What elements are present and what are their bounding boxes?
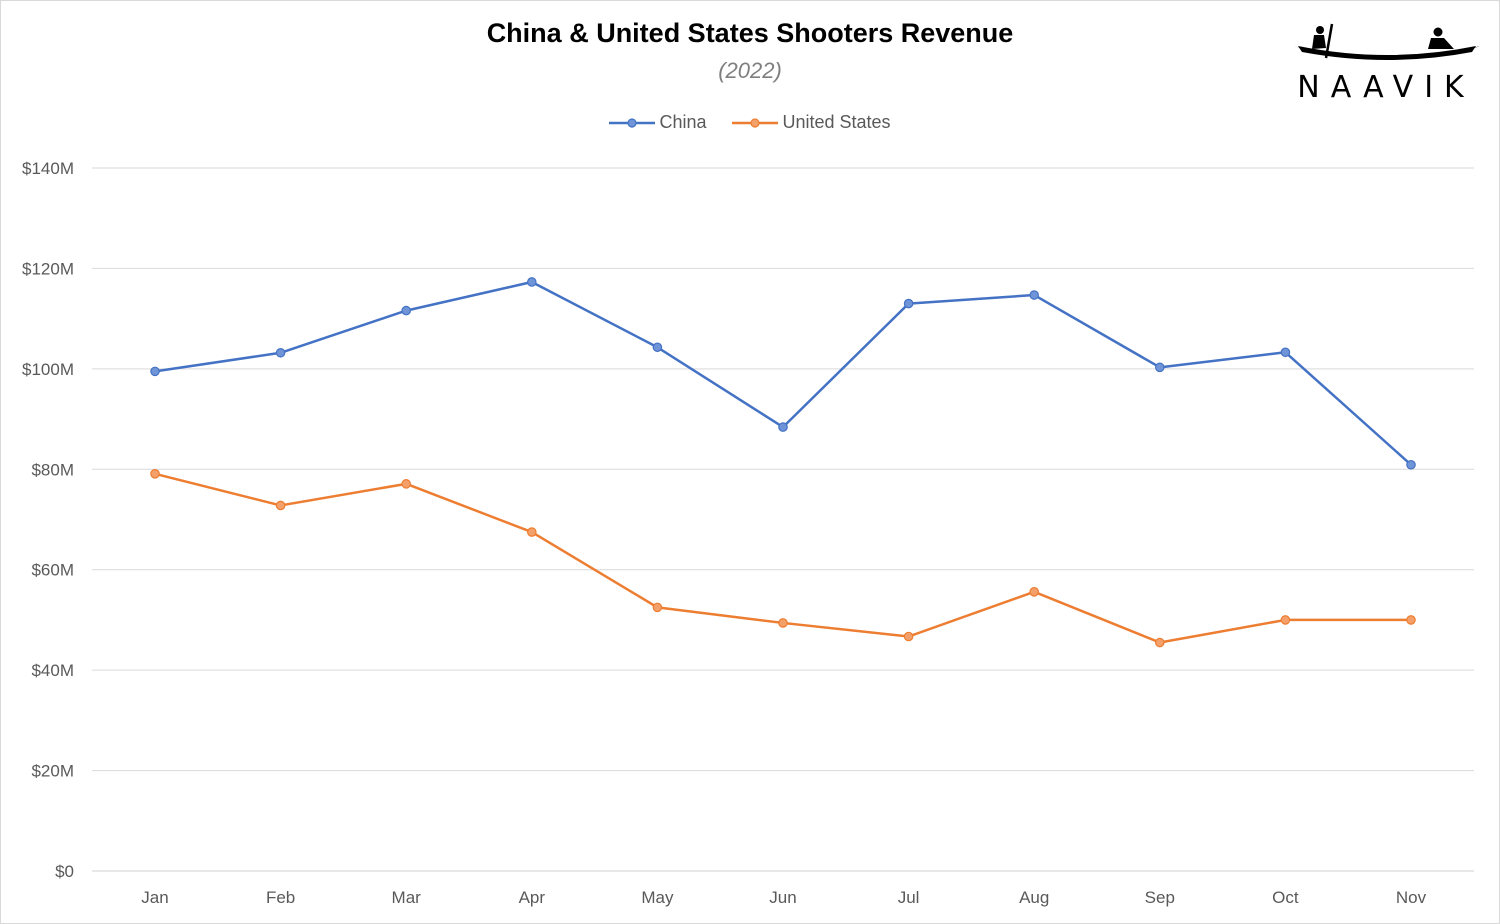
boat-with-rowers-icon — [1294, 23, 1480, 60]
x-tick-label: May — [641, 888, 674, 907]
y-tick-label: $80M — [31, 460, 74, 479]
data-point-united-states — [150, 469, 160, 479]
x-tick-label: Jul — [898, 888, 920, 907]
data-point-united-states — [526, 527, 537, 537]
data-point-china — [275, 347, 286, 358]
x-tick-label: Mar — [392, 888, 422, 907]
data-point-united-states — [1280, 615, 1291, 625]
gridlines — [92, 167, 1474, 872]
y-tick-label: $120M — [22, 259, 74, 278]
y-tick-label: $100M — [22, 360, 74, 379]
y-tick-label: $60M — [31, 561, 74, 580]
x-tick-label: Jun — [769, 888, 796, 907]
data-point-china — [778, 422, 788, 432]
x-tick-label: Apr — [519, 888, 546, 907]
data-point-china — [652, 342, 663, 353]
series-china — [150, 277, 1416, 470]
data-point-china — [1280, 347, 1291, 358]
y-tick-label: $140M — [22, 159, 74, 178]
data-point-united-states — [1406, 615, 1416, 625]
data-point-china — [1406, 459, 1416, 470]
data-point-united-states — [1029, 587, 1039, 597]
series-united-states — [150, 469, 1416, 648]
x-axis-tick-labels: Jan Feb Mar Apr May Jun Jul Aug Sep Oct Nov — [141, 888, 1426, 907]
y-axis-tick-labels: $0 $20M $40M $60M $80M $100M $120M $140M — [22, 159, 74, 881]
x-tick-label: Feb — [266, 888, 295, 907]
data-point-china — [1029, 290, 1039, 300]
y-tick-label: $0 — [55, 862, 74, 881]
chart-title: China & United States Shooters Revenue — [486, 18, 1014, 48]
x-tick-label: Oct — [1272, 888, 1299, 907]
x-tick-label: Aug — [1019, 888, 1049, 907]
y-tick-label: $40M — [31, 661, 74, 680]
x-tick-label: Jan — [141, 888, 168, 907]
series-layer — [150, 277, 1416, 648]
logo-text: NAAVIK — [1297, 70, 1475, 105]
data-point-united-states — [1155, 637, 1165, 648]
data-point-china — [903, 298, 914, 309]
data-point-china — [150, 366, 160, 377]
x-tick-label: Nov — [1396, 888, 1427, 907]
legend-label-united-states: United States — [782, 112, 891, 132]
legend-line-marker-united-states — [732, 117, 779, 128]
data-point-united-states — [652, 602, 663, 613]
legend-label-china: China — [659, 112, 707, 132]
data-point-united-states — [401, 479, 411, 489]
x-tick-label: Sep — [1145, 888, 1175, 907]
chart-subtitle: (2022) — [718, 58, 782, 83]
legend-line-marker-china — [609, 117, 656, 128]
series-line-china — [154, 280, 1412, 466]
legend-item-united-states: United States — [732, 112, 891, 133]
series-line-united-states — [154, 472, 1411, 644]
data-point-united-states — [778, 618, 788, 628]
legend: China United States — [0, 112, 1500, 133]
y-tick-label: $20M — [31, 762, 74, 781]
legend-item-china: China — [609, 112, 706, 133]
naavik-logo: NAAVIK — [1288, 18, 1484, 108]
data-point-united-states — [903, 631, 914, 642]
data-point-china — [526, 277, 537, 287]
data-point-china — [1155, 362, 1165, 373]
data-point-china — [401, 305, 411, 316]
data-point-united-states — [275, 500, 286, 511]
